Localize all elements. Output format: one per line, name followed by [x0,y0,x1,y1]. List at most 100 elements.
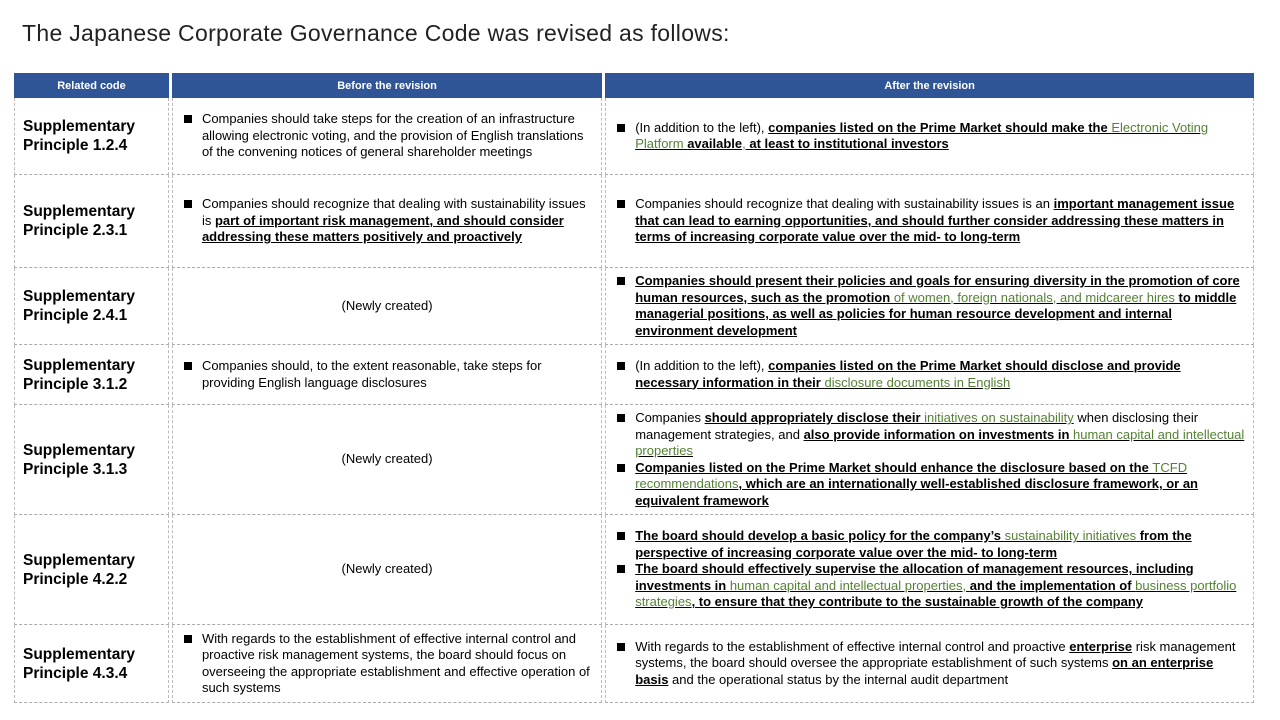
bullet-item: With regards to the establishment of eff… [614,639,1245,689]
after-cell: (In addition to the left), companies lis… [605,98,1254,175]
related-code-line: Principle 3.1.3 [23,460,128,478]
highlight-text: TCFD recommendations [635,459,1188,492]
bullet-text: With regards to the establishment of eff… [202,631,593,697]
bullet-square-icon [183,200,192,209]
related-code-line: Supplementary [23,118,135,135]
related-code-line: Supplementary [23,288,135,305]
emphasis-text: from the perspective of increasing corpo… [635,528,1192,560]
related-code-line: Principle 3.1.2 [23,375,128,393]
highlight-text: business portfolio strategies [635,577,1237,610]
table-row: Supplementary Principle 3.1.3 (Newly creat… [14,405,1254,515]
emphasis-text: Companies should present their policies … [635,273,1240,305]
bullet-item: The board should effectively supervise t… [614,561,1245,611]
revision-table: Related code Before the revision After t… [11,73,1257,703]
emphasis-text: companies listed on the Prime Market sho… [768,119,1112,135]
before-cell: (Newly created) [171,268,603,345]
bullet-text: Companies should take steps for the crea… [202,111,593,161]
bullet-square-icon [617,277,626,285]
emphasis-text: part of important risk management, and s… [201,212,564,245]
emphasis-text: on an enterprise basis [635,655,1214,687]
text-segment: (In addition to the left), [635,119,769,135]
text-segment: Companies should recognize that dealing … [635,196,1054,212]
after-cell: Companies should appropriately disclose … [605,405,1254,515]
highlight-text: human capital and intellectual propertie… [635,426,1245,459]
bullet-text: Companies should recognize that dealing … [202,196,593,246]
related-code-line: Principle 4.2.2 [23,570,128,588]
bullet-text: Companies should recognize that dealing … [635,196,1245,246]
bullet-square-icon [617,200,626,209]
text-segment: Companies [635,410,705,425]
bullet-text: The board should effectively supervise t… [635,561,1245,611]
bullet-item: (In addition to the left), companies lis… [614,120,1245,153]
bullet-text: (In addition to the left), companies lis… [635,120,1245,153]
emphasis-text: should appropriately disclose their [704,410,925,425]
text-segment: With regards to the establishment of eff… [201,630,590,696]
emphasis-text: and the implementation of [969,577,1136,593]
header-related-code: Related code [14,73,169,98]
emphasis-text: The board should effectively supervise t… [635,561,1194,593]
related-code-cell: Supplementary Principle 3.1.2 [14,345,169,405]
text-segment: (In addition to the left), [635,358,769,373]
text-segment: With regards to the establishment of eff… [635,638,1070,654]
emphasis-text: , to ensure that they contribute to the … [691,594,1143,610]
before-cell: Companies should take steps for the crea… [171,98,603,175]
bullet-item: Companies should recognize that dealing … [614,196,1245,246]
related-code-cell: Supplementary Principle 3.1.3 [14,405,169,515]
after-cell: Companies should present their policies … [605,268,1254,345]
text-segment: when disclosing their management strateg… [635,410,1199,442]
bullet-text: The board should develop a basic policy … [635,528,1245,561]
bullet-item: The board should develop a basic policy … [614,528,1245,561]
before-cell: With regards to the establishment of eff… [171,625,603,703]
related-code-cell: Supplementary Principle 4.2.2 [14,515,169,625]
highlight-text: initiatives on sustainability [924,410,1074,425]
highlight-text: disclosure documents in English [824,374,1011,390]
related-code-line: Supplementary [23,441,135,459]
related-code-cell: Supplementary Principle 4.3.4 [14,625,169,703]
page-title: The Japanese Corporate Governance Code w… [22,20,730,46]
emphasis-text: at least to institutional investors [749,136,949,151]
bullet-square-icon [183,634,192,643]
related-code-cell: Supplementary Principle 1.2.4 [14,98,169,175]
related-code-line: Supplementary [23,645,135,663]
related-code-cell: Supplementary Principle 2.3.1 [14,175,169,268]
bullet-square-icon [617,362,626,370]
highlight-text: sustainability initiatives [1004,528,1137,544]
highlight-text: , [742,136,750,151]
bullet-item: Companies listed on the Prime Market sho… [614,460,1245,510]
emphasis-text: important management issue that can lead… [635,196,1235,245]
bullet-item: Companies should, to the extent reasonab… [181,358,593,391]
related-code-line: Supplementary [23,551,135,569]
highlight-text: human capital and intellectual propertie… [729,577,970,593]
bullet-text: Companies listed on the Prime Market sho… [635,460,1245,510]
emphasis-text: Companies listed on the Prime Market sho… [635,459,1153,475]
before-cell: (Newly created) [171,405,603,515]
highlight-text: Electronic Voting Platform [635,119,1209,152]
bullet-square-icon [617,414,626,422]
related-code-cell: Supplementary Principle 2.4.1 [14,268,169,345]
bullet-item: (In addition to the left), companies lis… [614,358,1245,391]
bullet-item: Companies should recognize that dealing … [181,196,593,246]
related-code-line: Supplementary [23,356,135,374]
related-code-line: Principle 2.3.1 [23,222,128,239]
highlight-text: of women, foreign nationals, and midcare… [893,289,1179,305]
bullet-text: Companies should appropriately disclose … [635,410,1245,460]
header-before: Before the revision [171,73,603,98]
text-segment: Companies should recognize that dealing … [201,196,586,228]
text-segment: and the operational status by the intern… [668,671,1009,687]
text-segment: risk management systems, the board shoul… [635,638,1236,671]
table-row: Supplementary Principle 4.2.2 (Newly creat… [14,515,1254,625]
before-cell: Companies should, to the extent reasonab… [171,345,603,405]
bullet-square-icon [183,362,192,370]
emphasis-text: available [687,136,743,151]
bullet-square-icon [617,532,626,541]
before-cell: (Newly created) [171,515,603,625]
text-segment: Companies should, to the extent reasonab… [201,358,542,390]
emphasis-text: , which are an internationally well-esta… [635,476,1198,508]
bullet-item: Companies should take steps for the crea… [181,111,593,161]
bullet-item: With regards to the establishment of eff… [181,631,593,697]
bullet-square-icon [617,123,626,132]
after-cell: (In addition to the left), companies lis… [605,345,1254,405]
before-cell: Companies should recognize that dealing … [171,175,603,268]
after-cell: Companies should recognize that dealing … [605,175,1254,268]
bullet-square-icon [617,565,626,574]
